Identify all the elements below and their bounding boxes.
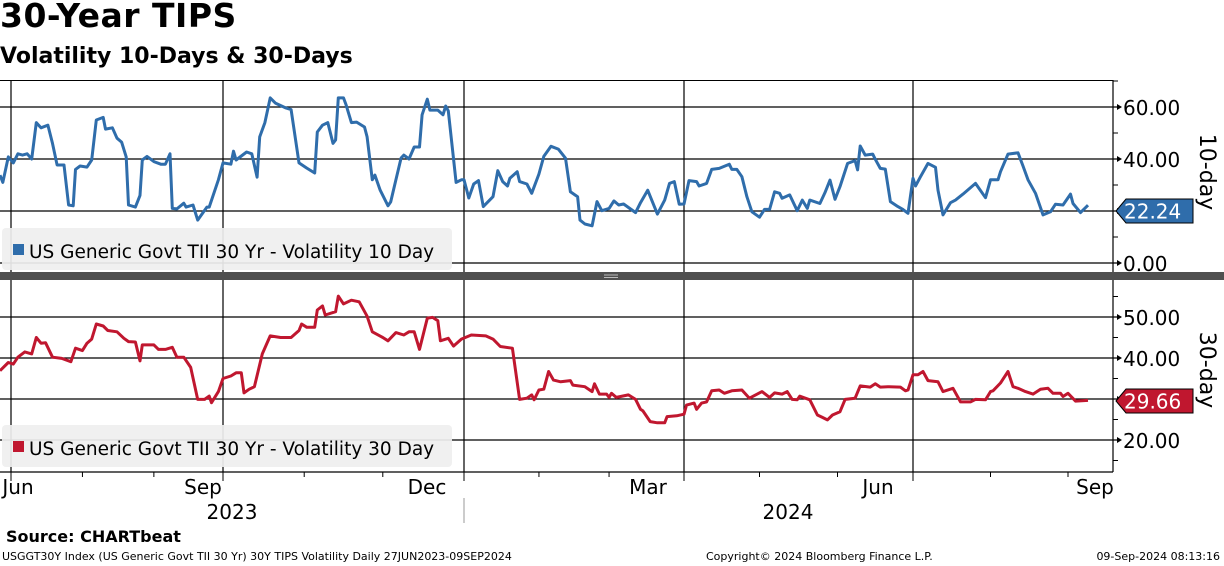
legend-label: US Generic Govt TII 30 Yr - Volatility 1… [29,242,434,263]
x-tick-label: Jun [860,475,893,499]
year-label: 2024 [763,500,814,524]
panel-10-day: US Generic Govt TII 30 Yr - Volatility 1… [0,80,1219,276]
year-label: 2023 [207,500,258,524]
legend-label: US Generic Govt TII 30 Yr - Volatility 3… [29,439,434,460]
x-tick-label: Sep [1076,475,1114,499]
last-value-label: 22.24 [1124,200,1181,224]
last-value-tag [1115,198,1194,224]
y-tick-label: 20.00 [1123,429,1180,453]
tick-arrow [1117,156,1122,162]
x-tick-label: Sep [184,475,222,499]
footer-description: USGGT30Y Index (US Generic Govt TII 30 Y… [2,550,512,563]
tick-arrow [1117,260,1122,266]
chart-title: 30-Year TIPS [0,0,237,35]
panel-divider-handle [0,272,1224,280]
y-tick-label: 50.00 [1123,306,1180,330]
axis-title: 30-day [1194,332,1219,408]
footer-copyright: Copyright© 2024 Bloomberg Finance L.P. [706,550,933,563]
source-note: Source: CHARTbeat [6,527,181,546]
y-tick-label: 60.00 [1123,96,1180,120]
tick-arrow [1117,355,1122,361]
series-line-30-day [0,294,1089,425]
chart-subtitle: Volatility 10-Days & 30-Days [0,44,353,69]
y-tick-label: 40.00 [1123,148,1180,172]
x-tick-label: Dec [408,475,447,499]
x-tick-label: Mar [629,475,668,499]
tick-arrow [1117,104,1122,110]
legend-box [2,228,452,270]
tick-arrow [1117,437,1122,443]
x-tick-label: Jun [0,475,33,499]
panel-30-day: US Generic Govt TII 30 Yr - Volatility 3… [0,280,1219,472]
tick-arrow [1117,314,1122,320]
series-line-10-day [0,96,1090,228]
y-tick-label: 40.00 [1123,347,1180,371]
legend-swatch [13,244,24,255]
chart-area: US Generic Govt TII 30 Yr - Volatility 1… [0,80,1224,524]
axis-title: 10-day [1194,134,1219,210]
legend-swatch [13,441,24,452]
footer-timestamp: 09-Sep-2024 08:13:16 [1096,550,1220,563]
legend-box [2,425,452,467]
last-value-label: 29.66 [1124,390,1181,414]
last-value-tag [1115,388,1194,414]
